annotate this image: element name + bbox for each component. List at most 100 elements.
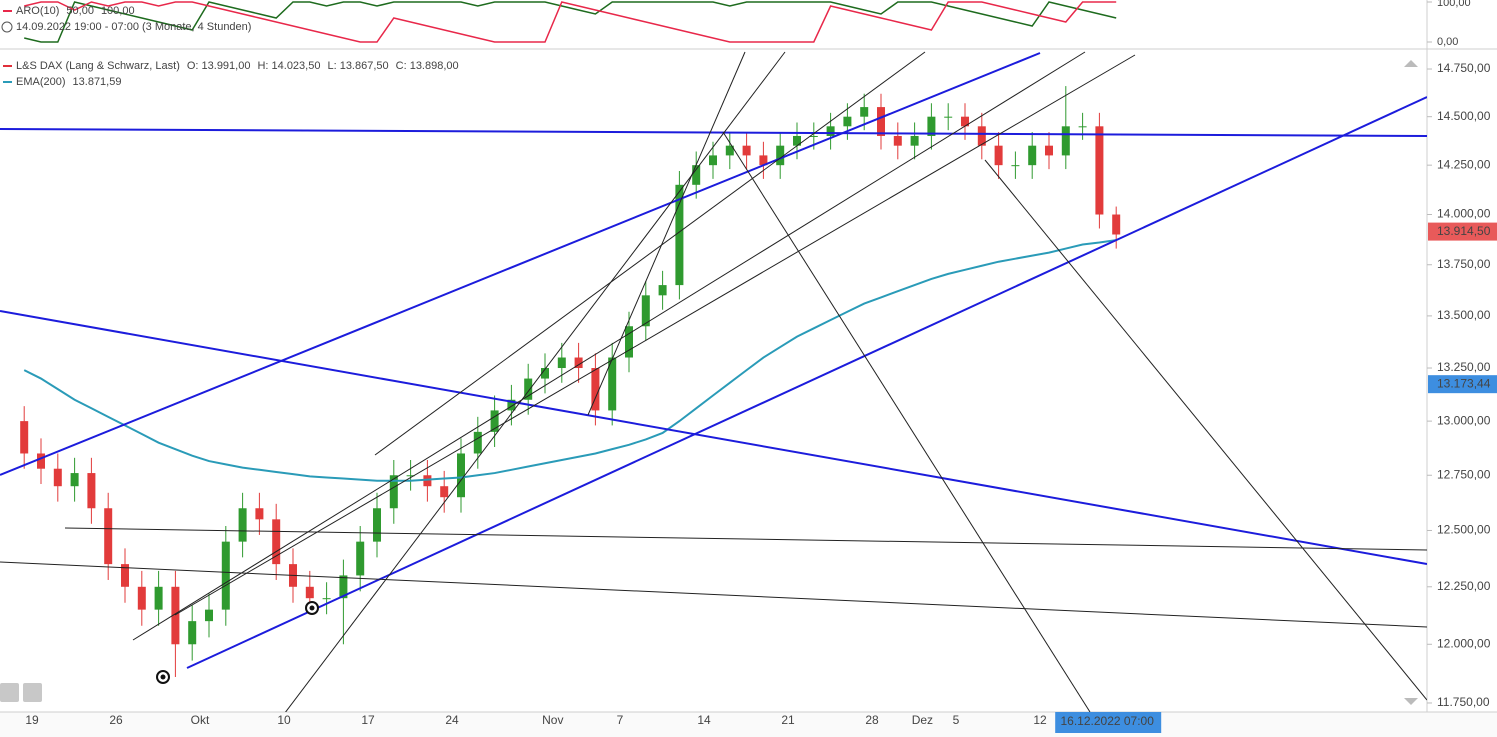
candle-body xyxy=(725,145,734,156)
candle-body xyxy=(944,116,953,118)
trend-line xyxy=(64,527,1427,551)
candle-body xyxy=(339,575,348,599)
y-tick-label: 14.000,00 xyxy=(1437,207,1491,221)
trend-line xyxy=(132,51,1086,641)
candle-body xyxy=(877,107,885,136)
candle-body xyxy=(658,285,667,296)
candle-body xyxy=(759,155,768,166)
candle-body xyxy=(272,519,281,565)
candle-body xyxy=(927,116,936,136)
legend-text: C: 13.898,00 xyxy=(396,60,459,72)
trend-line xyxy=(284,51,786,712)
candle-body xyxy=(205,609,213,622)
y-tick-label: 12.250,00 xyxy=(1437,579,1491,593)
price-tag xyxy=(1428,222,1497,241)
y-tick-label: 12.000,00 xyxy=(1437,636,1491,650)
candle-body xyxy=(440,486,449,498)
y-tick-label: 13.000,00 xyxy=(1437,413,1491,427)
legend-text: ARO(10) xyxy=(16,5,59,17)
x-tick-label: 14 xyxy=(697,713,711,727)
candle-body xyxy=(406,475,415,477)
candle-body xyxy=(843,116,852,127)
cursor-box xyxy=(1055,712,1162,733)
drawings xyxy=(0,51,1427,712)
candle-body xyxy=(322,598,331,600)
trend-line xyxy=(587,51,746,416)
legend-text: 13.871,59 xyxy=(73,76,122,88)
candle-body xyxy=(171,586,180,645)
candle-body xyxy=(423,475,432,487)
candle-body xyxy=(1095,126,1104,215)
trend-line xyxy=(984,159,1427,701)
x-tick-label: Nov xyxy=(542,713,563,727)
cursor-label: 16.12.2022 07:00 xyxy=(1060,714,1154,728)
y-tick-label: 12.750,00 xyxy=(1437,467,1491,481)
price-tag-label: 13.173,44 xyxy=(1437,376,1491,390)
candle-body xyxy=(104,508,113,565)
candle-body xyxy=(961,116,969,127)
candle-body xyxy=(37,453,45,469)
candle-body xyxy=(70,473,79,487)
candle-body xyxy=(507,399,516,411)
candle-body xyxy=(389,475,398,509)
anchor-marker xyxy=(160,674,166,680)
x-tick-label: 21 xyxy=(781,713,795,727)
trend-line xyxy=(722,131,1091,712)
candle-body xyxy=(994,145,1003,166)
candle-body xyxy=(608,357,617,411)
scroll-up[interactable] xyxy=(1404,60,1418,67)
candle-body xyxy=(373,508,381,542)
trend-line xyxy=(0,561,1427,628)
candle-body xyxy=(641,295,650,327)
indicator-line xyxy=(24,1,1117,43)
x-tick-label: 12 xyxy=(1033,713,1047,727)
y-tick-label: 14.500,00 xyxy=(1437,109,1491,123)
x-tick-label: 28 xyxy=(865,713,879,727)
x-tick-label: 17 xyxy=(361,713,375,727)
candle-body xyxy=(490,410,499,432)
candle-body xyxy=(809,135,818,137)
candle-body xyxy=(793,135,801,146)
legend-text: O: 13.991,00 xyxy=(187,60,251,72)
candle-body xyxy=(557,357,566,369)
y-tick-label: 13.250,00 xyxy=(1437,360,1491,374)
trend-line xyxy=(0,128,1427,137)
candle-body xyxy=(541,368,549,379)
legend-text: 100,00 xyxy=(101,5,135,17)
scroll-down[interactable] xyxy=(1404,698,1418,705)
trend-line xyxy=(186,96,1427,669)
legend-text: L: 13.867,50 xyxy=(327,60,388,72)
trend-line xyxy=(174,54,1136,616)
y-tick-label: 14.250,00 xyxy=(1437,157,1491,171)
candle-body xyxy=(742,145,751,156)
price-tag xyxy=(1428,375,1497,394)
y-tick-label: 100,00 xyxy=(1437,0,1471,9)
tool-button[interactable] xyxy=(0,683,19,702)
candle-body xyxy=(473,431,482,454)
x-tick-label: Okt xyxy=(191,713,210,727)
x-tick-label: 5 xyxy=(953,713,960,727)
candle-body xyxy=(1028,145,1037,166)
y-tick-label: 11.750,00 xyxy=(1437,695,1490,709)
candle-body xyxy=(977,126,986,146)
y-tick-label: 0,00 xyxy=(1437,36,1458,48)
y-tick-label: 13.500,00 xyxy=(1437,308,1491,322)
candle-body xyxy=(137,586,146,610)
candle-body xyxy=(692,165,701,185)
candle-body xyxy=(1011,165,1020,167)
candle-body xyxy=(625,326,633,358)
legend-text: 50,00 xyxy=(66,5,94,17)
x-tick-label: 10 xyxy=(277,713,291,727)
candle-body xyxy=(255,508,264,520)
candle-body xyxy=(910,135,919,146)
trend-line xyxy=(374,51,926,456)
candle-body xyxy=(776,145,785,166)
anchor-marker xyxy=(309,605,315,611)
candle-body xyxy=(860,107,869,117)
tool-button[interactable] xyxy=(23,683,42,702)
indicator-line xyxy=(24,1,1117,43)
candle-body xyxy=(1078,126,1087,128)
indicator-panel xyxy=(24,1,1117,43)
legend-text: L&S DAX (Lang & Schwarz, Last) xyxy=(16,60,180,72)
